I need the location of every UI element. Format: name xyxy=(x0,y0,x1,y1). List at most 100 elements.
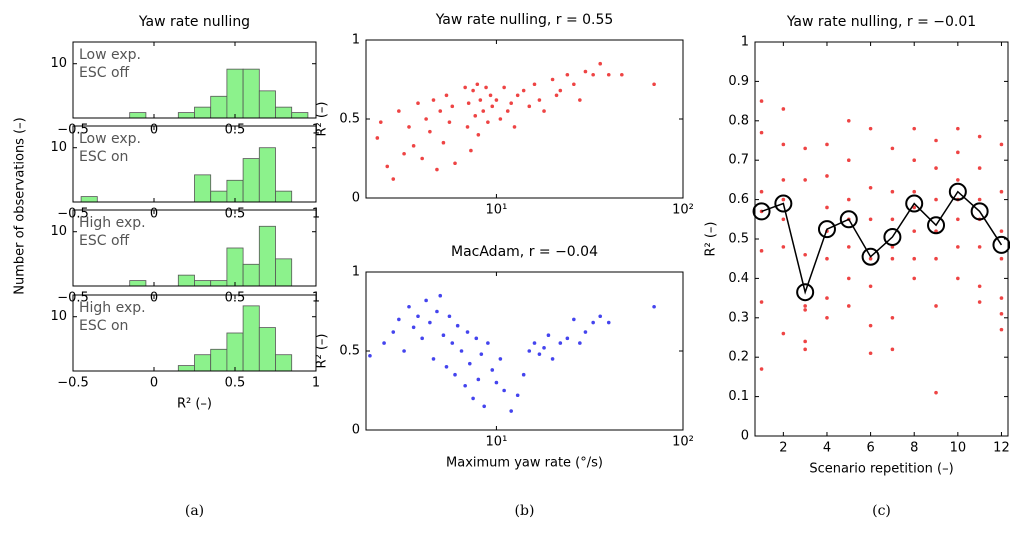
mean-line xyxy=(761,190,1003,295)
y-tick-label: 0.5 xyxy=(728,232,749,247)
x-tick-label: 6 xyxy=(866,441,874,456)
x-tick-label: 0 xyxy=(150,376,158,391)
scatter-point xyxy=(469,148,473,153)
y-tick-label: 10 xyxy=(50,56,67,71)
scatter-point xyxy=(583,69,588,74)
chart-title: Yaw rate nulling, r = 0.55 xyxy=(435,12,614,28)
scatter-point xyxy=(956,245,960,249)
scatter-point xyxy=(438,109,443,113)
scatter-point xyxy=(999,256,1004,261)
panel-annotation: Low exp. xyxy=(79,47,141,63)
scatter-point xyxy=(428,129,432,134)
scatter-point xyxy=(934,256,938,261)
scatter-point xyxy=(554,93,559,98)
scatter-point xyxy=(912,256,917,261)
histogram-bar xyxy=(258,225,276,287)
histogram-bar xyxy=(80,196,98,203)
mean-marker xyxy=(796,283,815,302)
scatter-point xyxy=(591,72,595,77)
histogram-bar xyxy=(210,190,228,203)
y-tick-label: 0.8 xyxy=(728,113,749,128)
scatter-point xyxy=(606,320,611,325)
mean-marker xyxy=(905,194,924,213)
scatter-point xyxy=(416,101,420,105)
scatter-point xyxy=(583,330,588,334)
scatter-point xyxy=(572,317,576,322)
scatter-point xyxy=(890,146,895,151)
scatter-point xyxy=(532,82,537,87)
scatter-point xyxy=(471,88,475,93)
y-axis-label: R² (–) xyxy=(315,101,330,136)
x-tick-label: 10² xyxy=(672,435,694,450)
scatter-point xyxy=(431,357,436,361)
scatter-point xyxy=(521,372,526,377)
scatter-point xyxy=(890,256,895,261)
scatter-point xyxy=(825,296,829,300)
scatter-point xyxy=(803,339,807,344)
mean-marker xyxy=(927,216,946,235)
scatter-point xyxy=(846,197,851,202)
scatter-point xyxy=(803,308,807,312)
scatter-point xyxy=(447,120,452,124)
scatter-point xyxy=(977,300,982,304)
histogram-bar xyxy=(275,190,293,203)
scatter-point xyxy=(509,409,513,413)
scatter-point xyxy=(999,142,1004,147)
scatter-point xyxy=(502,85,506,90)
scatter-point xyxy=(803,347,807,352)
scatter-point xyxy=(482,404,486,409)
y-tick-label: 0.1 xyxy=(728,389,749,404)
scatter-point xyxy=(846,158,851,162)
y-tick-label: 1 xyxy=(352,265,360,280)
scatter-point xyxy=(515,393,520,398)
scatter-point xyxy=(537,352,542,356)
scatter-point xyxy=(391,330,396,334)
mean-marker xyxy=(839,210,858,229)
scatter-point xyxy=(463,383,467,388)
scatter-point xyxy=(572,82,576,87)
scatter-point xyxy=(825,256,829,261)
panel-annotation: ESC off xyxy=(79,233,130,249)
histogram-bar xyxy=(226,332,244,372)
scatter-point xyxy=(498,117,503,121)
x-axis-label: Maximum yaw rate (°/s) xyxy=(446,456,603,471)
axes-frame xyxy=(72,209,317,287)
scatter-point xyxy=(428,320,432,325)
histogram-bar xyxy=(275,354,293,372)
y-tick-label: 1 xyxy=(352,33,360,48)
scatter-point xyxy=(652,82,656,87)
axes-frame xyxy=(754,41,1009,437)
scatter-point xyxy=(494,98,499,102)
x-tick-label: 4 xyxy=(823,441,831,456)
scatter-point xyxy=(447,314,452,319)
scatter-point xyxy=(934,138,938,143)
scatter-point xyxy=(509,101,513,105)
x-axis-label: Scenario repetition (–) xyxy=(809,462,953,477)
histogram-bar xyxy=(129,280,147,287)
scatter-point xyxy=(537,98,542,102)
histogram-bar xyxy=(177,365,195,372)
scatter-point xyxy=(781,245,786,249)
scatter-point xyxy=(803,304,807,308)
scatter-point xyxy=(999,312,1004,316)
scatter-point xyxy=(803,252,807,257)
histogram-bar xyxy=(194,354,212,372)
panel-annotation: High exp. xyxy=(79,215,146,231)
scatter-point xyxy=(444,365,449,369)
chart-title: MacAdam, r = −0.04 xyxy=(451,244,598,260)
scatter-point xyxy=(934,229,938,233)
scatter-point xyxy=(934,390,938,395)
y-tick-label: 10 xyxy=(50,309,67,324)
scatter-point xyxy=(479,352,484,356)
mean-marker xyxy=(861,247,880,266)
scatter-point xyxy=(431,98,436,102)
scatter-point xyxy=(424,298,428,303)
scatter-point xyxy=(999,296,1004,300)
scatter-point xyxy=(490,368,495,372)
scatter-point xyxy=(486,341,490,345)
scatter-point xyxy=(411,144,416,148)
scatter-point xyxy=(598,61,603,66)
chart-title: Yaw rate nulling xyxy=(138,14,250,30)
scatter-point xyxy=(475,82,480,87)
scatter-point xyxy=(515,93,520,98)
